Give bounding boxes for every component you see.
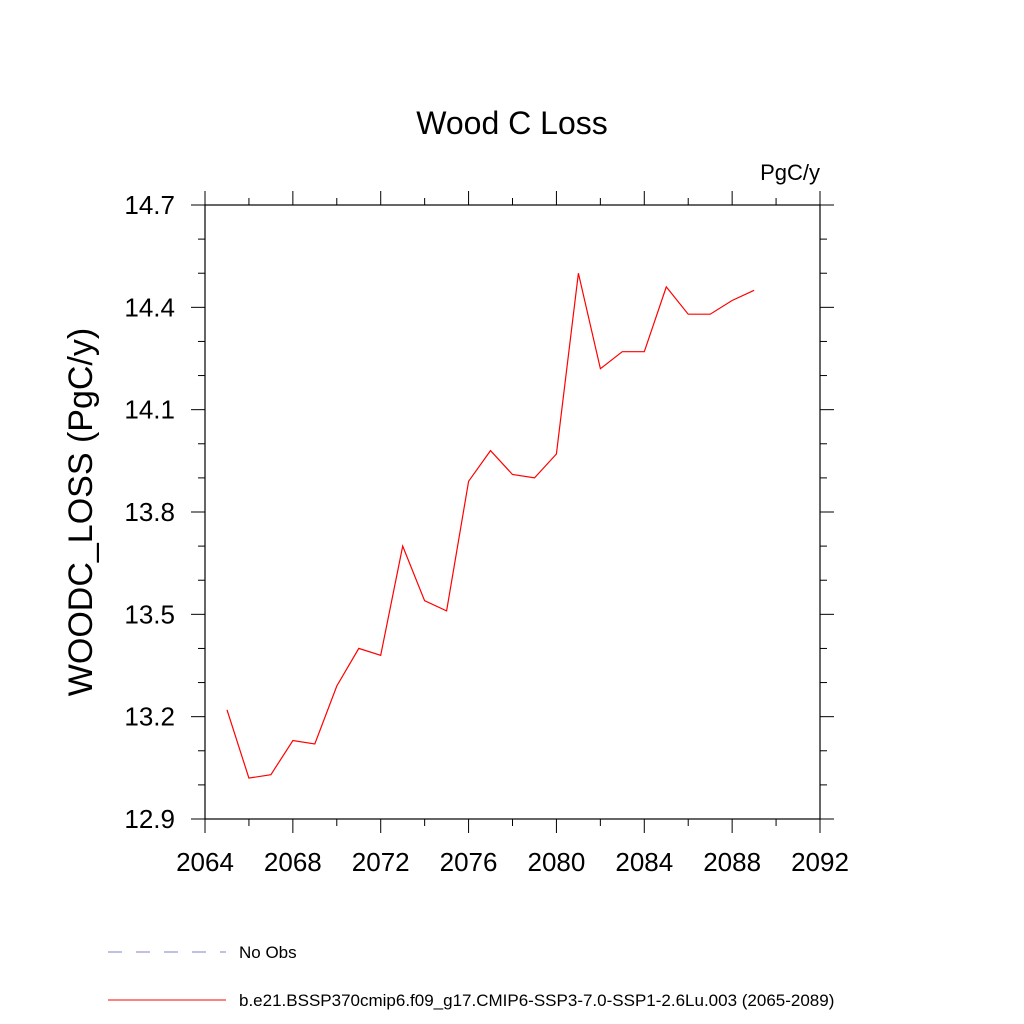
series-layer bbox=[226, 273, 755, 779]
x-tick-label: 2064 bbox=[176, 847, 234, 877]
x-tick-label: 2092 bbox=[791, 847, 849, 877]
y-tick-label: 13.8 bbox=[124, 497, 175, 527]
y-tick-label: 14.4 bbox=[124, 292, 175, 322]
plot-frame bbox=[204, 204, 821, 820]
axes bbox=[204, 204, 821, 820]
x-tick-label: 2080 bbox=[528, 847, 586, 877]
y-axis-label: WOODC_LOSS (PgC/y) bbox=[62, 328, 100, 696]
units-label: PgC/y bbox=[760, 160, 820, 185]
y-tick-label: 14.1 bbox=[124, 395, 175, 425]
y-tick-label: 13.2 bbox=[124, 702, 175, 732]
legend: No Obs b.e21.BSSP370cmip6.f09_g17.CMIP6-S… bbox=[108, 943, 834, 1010]
ticks: 2064 2068 2072 2076 2080 2084 2088 2092 12.9 13.2… bbox=[124, 190, 849, 877]
chart-title: Wood C Loss bbox=[416, 105, 608, 141]
legend-label: No Obs bbox=[239, 943, 297, 962]
x-tick-label: 2076 bbox=[440, 847, 498, 877]
x-tick-label: 2088 bbox=[703, 847, 761, 877]
x-tick-label: 2084 bbox=[615, 847, 673, 877]
y-tick-label: 12.9 bbox=[124, 804, 175, 834]
y-tick-label: 14.7 bbox=[124, 190, 175, 220]
x-tick-label: 2072 bbox=[352, 847, 410, 877]
legend-label: b.e21.BSSP370cmip6.f09_g17.CMIP6-SSP3-7.… bbox=[239, 991, 834, 1010]
y-tick-label: 13.5 bbox=[124, 599, 175, 629]
x-tick-label: 2068 bbox=[264, 847, 322, 877]
series-line bbox=[226, 273, 755, 779]
